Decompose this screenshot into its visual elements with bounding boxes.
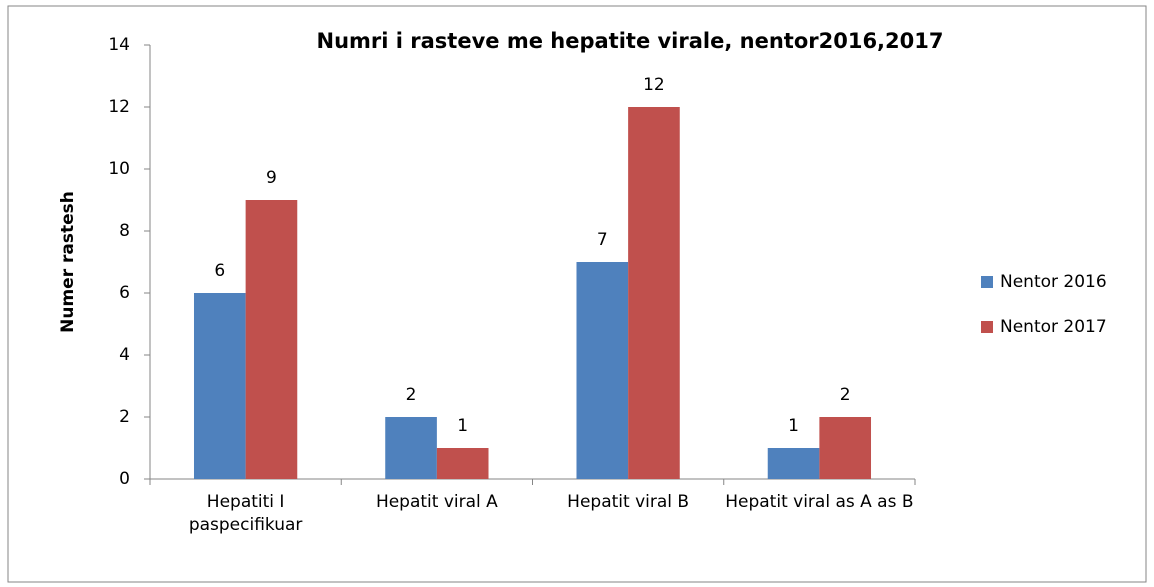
data-label: 2	[840, 385, 851, 405]
data-label: 2	[406, 385, 417, 405]
x-tick-label-box: Hepatit viral A	[375, 492, 498, 512]
data-label: 6	[214, 261, 225, 281]
y-tick-label: 2	[119, 407, 130, 427]
y-tick-label: 10	[108, 159, 130, 179]
data-label: 1	[457, 416, 468, 436]
data-label: 7	[597, 230, 608, 250]
chart-title: Numri i rasteve me hepatite virale, nent…	[317, 29, 944, 53]
data-label: 1	[788, 416, 799, 436]
bar	[819, 417, 872, 479]
bar	[628, 107, 680, 479]
y-tick-label: 6	[119, 283, 130, 303]
x-tick-label-box: Hepatiti I paspecifikuar	[188, 492, 303, 535]
bar	[193, 293, 246, 479]
y-tick-label: 14	[108, 35, 130, 55]
x-tick-label: Hepatiti I paspecifikuar	[188, 492, 303, 535]
legend-swatch	[981, 276, 993, 288]
y-tick-label: 8	[119, 221, 130, 241]
bar	[385, 417, 437, 479]
data-label: 9	[266, 168, 277, 188]
x-tick-label: Hepatit viral A	[375, 492, 498, 512]
x-tick-label-box: Hepatit viral as A as B	[725, 492, 914, 512]
bar	[245, 200, 298, 479]
x-tick-label: Hepatit viral as A as B	[725, 492, 914, 512]
bar	[436, 448, 489, 479]
x-tick-label-box: Hepatit viral B	[567, 492, 690, 512]
y-axis-label: Numer rastesh	[58, 191, 78, 333]
legend-swatch	[981, 321, 993, 333]
y-tick-label: 0	[119, 469, 130, 489]
data-label: 12	[643, 75, 665, 95]
bar	[767, 448, 820, 479]
legend-label: Nentor 2016	[1000, 272, 1107, 292]
x-tick-label: Hepatit viral B	[567, 492, 690, 512]
y-tick-label: 12	[108, 97, 130, 117]
bar	[576, 262, 629, 479]
legend-label: Nentor 2017	[1000, 317, 1107, 337]
y-tick-label: 4	[119, 345, 130, 365]
